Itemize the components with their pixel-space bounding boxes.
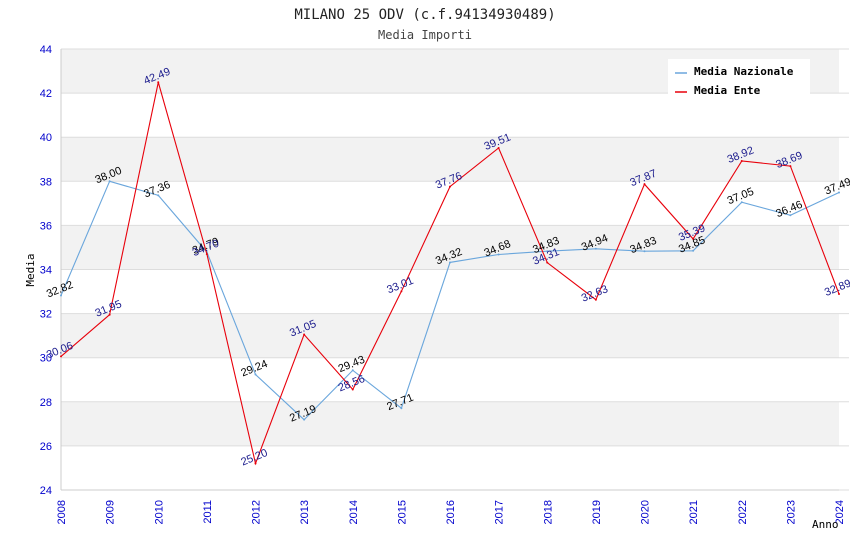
data-point: [157, 194, 160, 197]
data-point: [400, 290, 403, 293]
series-lines: [60, 81, 840, 466]
legend-box: [668, 59, 810, 99]
x-tick-label: 2008: [56, 500, 68, 524]
data-point: [838, 191, 840, 194]
plot-band: [61, 401, 839, 446]
legend: Media Nazionale Media Ente: [668, 59, 810, 99]
plot-band: [61, 269, 839, 314]
x-tick-label: 2018: [542, 500, 554, 524]
x-tick-label: 2023: [785, 500, 797, 524]
y-tick-label: 42: [40, 88, 52, 100]
plot-band: [61, 357, 839, 402]
y-tick-label: 30: [40, 353, 52, 365]
data-point: [400, 407, 403, 410]
data-point: [546, 250, 549, 253]
y-tick-label: 24: [40, 485, 52, 497]
plot-band: [61, 181, 839, 226]
plot-band: [61, 445, 839, 490]
data-point: [351, 388, 354, 391]
y-tick-label: 40: [40, 132, 52, 144]
data-point: [594, 298, 597, 301]
chart-subtitle: Media Importi: [378, 28, 472, 42]
y-tick-label: 36: [40, 220, 52, 232]
data-point: [303, 418, 306, 421]
x-tick-label: 2024: [834, 500, 846, 524]
data-point: [60, 294, 62, 297]
y-tick-label: 38: [40, 176, 52, 188]
plot-band: [61, 93, 839, 138]
data-point: [254, 373, 257, 376]
y-tick-label: 34: [40, 265, 52, 277]
data-point: [643, 250, 646, 253]
data-point: [692, 237, 695, 240]
data-point: [449, 261, 451, 264]
data-point: [497, 253, 500, 256]
x-tick-label: 2009: [105, 500, 117, 524]
data-point: [546, 261, 549, 264]
y-axis-label: Media: [24, 253, 37, 286]
plot-bands: [60, 48, 849, 491]
legend-label-ente: Media Ente: [694, 84, 761, 97]
data-point: [594, 247, 597, 250]
data-point: [205, 253, 208, 256]
data-point: [740, 160, 743, 163]
data-point: [838, 292, 840, 295]
data-point: [108, 180, 111, 183]
x-tick-label: 2012: [251, 500, 263, 524]
x-tick-label: 2016: [445, 500, 457, 524]
y-tick-label: 26: [40, 441, 52, 453]
data-point: [449, 185, 451, 188]
y-axis: 24 26 28 30 32 34 36 38 40 42 44: [40, 44, 52, 497]
data-point: [789, 214, 792, 217]
data-point: [740, 201, 743, 204]
x-axis: 2008 2009 2010 2011 2012 2013 2014 2015 2016 2017…: [56, 500, 846, 524]
x-tick-label: 2011: [202, 500, 214, 524]
data-point: [60, 355, 62, 358]
data-point: [303, 333, 306, 336]
y-tick-label: 28: [40, 397, 52, 409]
x-tick-label: 2020: [640, 500, 652, 524]
data-point: [157, 81, 160, 84]
x-axis-label: Anno: [812, 518, 839, 531]
x-tick-label: 2019: [591, 500, 603, 524]
data-point: [497, 147, 500, 150]
plot-band: [61, 313, 839, 358]
legend-label-nazionale: Media Nazionale: [694, 65, 794, 78]
plot-band: [61, 137, 839, 182]
x-tick-label: 2014: [348, 500, 360, 524]
x-tick-label: 2022: [737, 500, 749, 524]
chart-title: MILANO 25 ODV (c.f.94134930489): [294, 7, 555, 23]
x-tick-label: 2015: [396, 500, 408, 524]
data-point: [692, 249, 695, 252]
data-point: [254, 462, 257, 465]
x-tick-label: 2010: [153, 500, 165, 524]
x-tick-label: 2021: [688, 500, 700, 524]
y-tick-label: 44: [40, 44, 52, 56]
y-tick-label: 32: [40, 309, 52, 321]
x-tick-label: 2017: [494, 500, 506, 524]
data-point: [351, 369, 354, 372]
data-point: [108, 313, 111, 316]
data-point: [789, 165, 792, 168]
x-tick-label: 2013: [299, 500, 311, 524]
data-point: [643, 183, 646, 186]
